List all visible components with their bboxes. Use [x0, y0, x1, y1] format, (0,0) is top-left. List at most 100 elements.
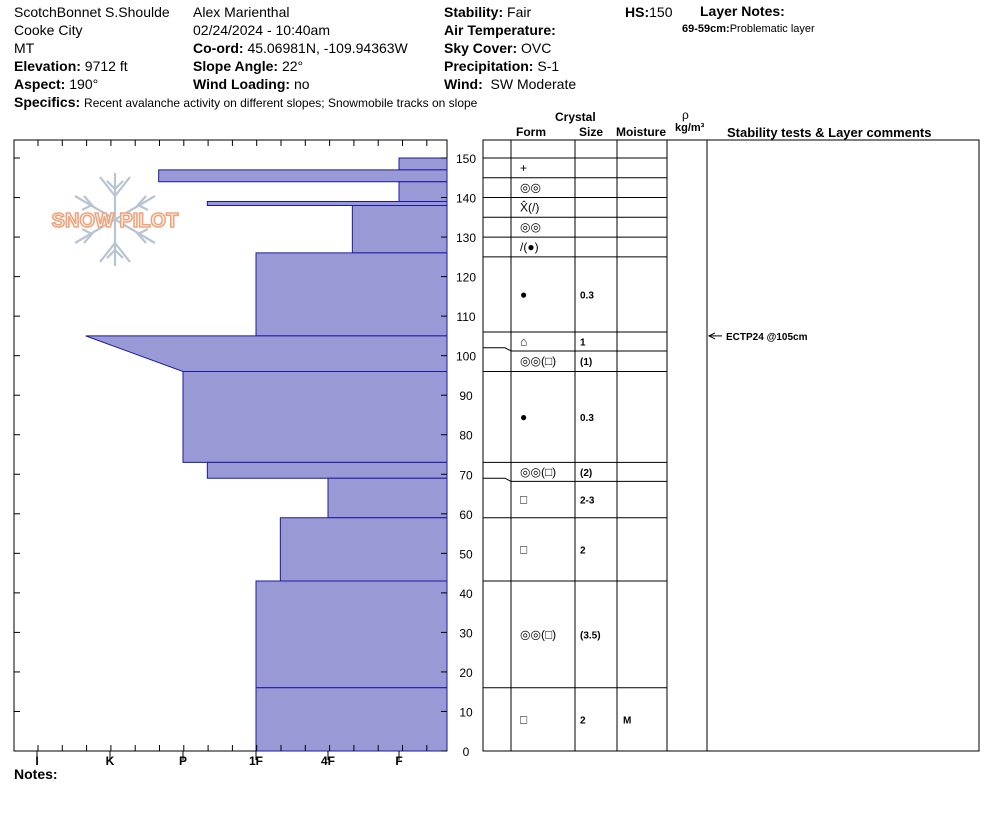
layer-note-text: Problematic layer	[729, 23, 815, 35]
notes-label: Notes:	[14, 766, 58, 782]
test-result: ECTP24 @105cm	[726, 332, 808, 343]
grain-size: (1)	[580, 357, 592, 368]
aspect-row: Aspect: 190°	[14, 75, 98, 93]
depth-tick-label: 20	[459, 666, 473, 680]
grain-form: ◎◎(□)	[520, 627, 556, 641]
slope-label: Slope Angle:	[193, 58, 279, 74]
specifics-value: Recent avalanche activity on different s…	[84, 96, 478, 110]
depth-tick-label: 90	[459, 389, 473, 403]
hardness-bar	[327, 477, 448, 519]
density-header: kg/m³	[675, 122, 705, 134]
hardness-bars	[85, 157, 448, 752]
grain-table-columns	[510, 140, 708, 751]
grain-form: X̂(/)	[520, 199, 539, 214]
airtemp-row: Air Temperature:	[444, 21, 556, 39]
snowflake-icon	[74, 173, 156, 266]
elevation-row: Elevation: 9712 ft	[14, 57, 128, 75]
grain-form: □	[520, 542, 527, 556]
grain-size: 0.3	[580, 290, 594, 301]
depth-tick-label: 80	[459, 429, 473, 443]
grain-form: ◎◎(□)	[520, 465, 556, 479]
depth-tick-label: 50	[459, 547, 473, 561]
stability-row: Stability: Fair	[444, 3, 531, 21]
sky-row: Sky Cover: OVC	[444, 39, 551, 57]
depth-tick-label: 30	[459, 626, 473, 640]
wind-value: SW Moderate	[490, 76, 577, 92]
depth-tick-label: 130	[456, 231, 476, 245]
precip-row: Precipitation: S-1	[444, 57, 559, 75]
state-name: MT	[14, 40, 35, 56]
hardness-bar	[182, 370, 448, 463]
observation-datetime: 02/24/2024 - 10:40am	[193, 22, 330, 38]
hs-row: HS:150	[625, 3, 672, 21]
hardness-bar	[206, 461, 448, 479]
slope-row: Slope Angle: 22°	[193, 57, 303, 75]
aspect-value: 190°	[69, 76, 99, 92]
layer-note-range: 69-59cm:	[682, 23, 730, 35]
size-header: Size	[579, 125, 604, 139]
grain-size: 1	[580, 337, 586, 348]
depth-axis: 0 10 20 30 40 50 60 70 80 90 100 110 120 130 140 150	[14, 152, 476, 759]
coord-label: Co-ord:	[193, 40, 244, 56]
precip-label: Precipitation:	[444, 58, 534, 74]
grain-form: /(●)	[520, 240, 539, 254]
depth-tick-label: 100	[456, 350, 476, 364]
grain-form: ◎◎	[520, 220, 541, 234]
aspect-label: Aspect:	[14, 76, 66, 92]
moisture-header: Moisture	[616, 125, 667, 139]
snowpilot-logo-text: SNOW PILOT	[52, 210, 179, 232]
range-name: Cooke City	[14, 22, 83, 38]
hardness-bar	[158, 169, 448, 183]
layer-connector	[483, 477, 512, 482]
hardness-tick-label: K	[106, 754, 115, 768]
grain-size: 2	[580, 545, 586, 556]
windload-row: Wind Loading: no	[193, 75, 310, 93]
depth-tick-label: 10	[459, 705, 473, 719]
grain-table-frame	[482, 139, 980, 752]
snowpilot-logo: SNOW PILOT	[51, 173, 179, 266]
grain-size: (2)	[580, 468, 592, 479]
windload-label: Wind Loading:	[193, 76, 291, 92]
tests-header: Stability tests & Layer comments	[727, 125, 932, 140]
elevation-label: Elevation:	[14, 58, 81, 74]
hardness-tick-label: 1F	[249, 754, 263, 768]
depth-tick-label: 140	[456, 192, 476, 206]
grain-form: □	[520, 712, 527, 726]
specifics-row: Specifics: Recent avalanche activity on …	[14, 94, 484, 110]
hardness-bar	[255, 580, 448, 689]
hardness-bar	[255, 252, 448, 337]
stability-value: Fair	[507, 4, 532, 20]
grain-form: ⌂	[520, 334, 527, 348]
sky-value: OVC	[521, 40, 552, 56]
hardness-tick-label: I	[35, 754, 38, 768]
elevation-value: 9712 ft	[84, 58, 128, 74]
grain-form: ●	[520, 287, 527, 301]
hardness-bar	[398, 157, 448, 171]
hs-value: 150	[649, 4, 673, 20]
grain-form: +	[520, 161, 527, 175]
grain-size: 0.3	[580, 413, 594, 424]
grain-moisture: M	[623, 715, 631, 726]
sky-label: Sky Cover:	[444, 40, 518, 56]
hardness-tick-label: 4F	[321, 754, 335, 768]
wind-row: Wind: SW Moderate	[444, 75, 576, 93]
depth-tick-label: 0	[463, 745, 470, 759]
layer-connector	[483, 347, 512, 352]
observer-name: Alex Marienthal	[193, 4, 290, 20]
hardness-bar	[85, 335, 448, 372]
windload-value: no	[293, 76, 310, 92]
hs-label: HS:	[625, 4, 650, 20]
layer-notes-title: Layer Notes:	[700, 3, 785, 19]
depth-tick-label: 150	[456, 152, 476, 166]
grain-form: ●	[520, 410, 527, 424]
hardness-scale: I K P 1F 4F F	[35, 140, 428, 768]
airtemp-label: Air Temperature:	[444, 22, 556, 38]
wind-label: Wind:	[444, 76, 483, 92]
hardness-tick-label: P	[179, 754, 187, 768]
test-arrow-icon	[707, 332, 716, 340]
depth-tick-label: 110	[456, 310, 475, 324]
hardness-bar	[279, 517, 448, 582]
hardness-tick-label: F	[395, 754, 402, 768]
grain-size: 2	[580, 715, 586, 726]
precip-value: S-1	[537, 58, 560, 74]
